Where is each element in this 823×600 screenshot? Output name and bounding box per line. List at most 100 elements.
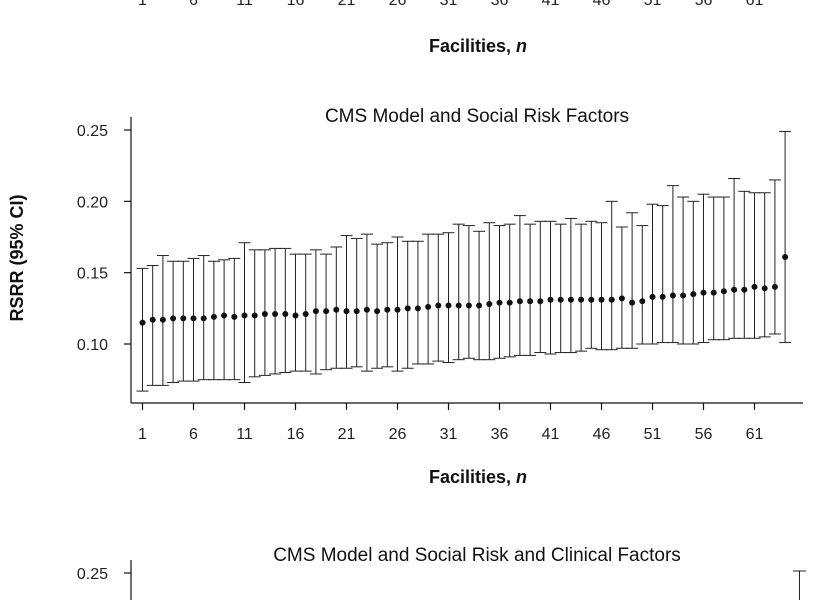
data-point: [139, 319, 146, 326]
data-point: [527, 298, 534, 305]
middle-panel: CMS Model and Social Risk Factors RSRR (…: [7, 106, 803, 487]
data-point: [374, 308, 381, 315]
data-point: [649, 293, 656, 300]
data-point: [690, 291, 697, 298]
data-point: [404, 305, 411, 312]
data-point: [557, 296, 564, 303]
data-point: [159, 316, 166, 323]
chart-title: CMS Model and Social Risk Factors: [325, 106, 629, 127]
y-ticks: 0.25 0.20 0.15 0.10: [77, 123, 131, 354]
data-point: [598, 296, 605, 303]
data-point: [567, 296, 574, 303]
data-point: [170, 315, 177, 322]
top-x-tick-labels: 1 6 11 16 21 26 31 36 41 46 51 56 61: [138, 0, 763, 9]
data-point: [588, 296, 595, 303]
data-point: [241, 312, 248, 319]
data-point: [149, 316, 156, 323]
x-axis-label-prefix: Facilities,: [429, 467, 516, 487]
data-point: [720, 288, 727, 295]
data-point: [710, 289, 717, 296]
data-point: [261, 311, 268, 318]
data-point: [680, 292, 687, 299]
data-point: [639, 298, 646, 305]
x-tick-label: 51: [644, 426, 662, 443]
data-point: [608, 296, 615, 303]
data-point: [516, 298, 523, 305]
data-point: [312, 308, 319, 315]
x-tick-label: 6: [189, 426, 198, 443]
x-tick-label: 26: [389, 426, 407, 443]
data-point: [659, 293, 666, 300]
data-point: [435, 302, 442, 309]
x-tick-label: 56: [695, 426, 713, 443]
data-point: [782, 253, 789, 260]
top-x-tick-label: 11: [236, 0, 253, 9]
x-tick-label: 41: [542, 426, 560, 443]
data-point: [578, 296, 585, 303]
data-point: [751, 283, 758, 290]
data-point: [506, 299, 513, 306]
data-point: [231, 313, 238, 320]
x-ticks: 1 6 11 16 21 26 31 36 41 46 51 56 61: [138, 403, 764, 443]
x-axis-label: Facilities, n: [429, 467, 527, 487]
data-point: [414, 305, 421, 312]
data-point: [272, 311, 279, 318]
y-axis-label: RSRR (95% CI): [7, 194, 27, 321]
bottom-y-tick-label: 0.25: [77, 566, 108, 583]
data-point: [251, 312, 258, 319]
top-x-tick-label: 1: [138, 0, 147, 9]
data-point: [486, 301, 493, 308]
data-point: [353, 308, 360, 315]
data-point: [761, 285, 768, 292]
bottom-chart-title: CMS Model and Social Risk and Clinical F…: [273, 545, 681, 566]
top-x-tick-label: 31: [440, 0, 458, 9]
x-axis-label-n: n: [516, 467, 527, 487]
data-point: [537, 298, 544, 305]
y-tick-label: 0.25: [77, 123, 108, 140]
top-x-axis-label-n: n: [516, 36, 527, 56]
top-x-tick-label: 41: [542, 0, 560, 9]
data-point: [343, 308, 350, 315]
top-x-tick-label: 61: [746, 0, 764, 9]
data-point: [731, 286, 738, 293]
data-point: [363, 306, 370, 313]
data-point: [425, 303, 432, 310]
x-tick-label: 36: [491, 426, 509, 443]
error-bar-marks: [136, 130, 792, 392]
data-point: [629, 299, 636, 306]
data-point: [292, 312, 299, 319]
y-tick-label: 0.15: [77, 266, 108, 283]
data-point: [221, 312, 228, 319]
data-point: [618, 295, 625, 302]
data-point: [384, 306, 391, 313]
top-x-tick-label: 51: [644, 0, 662, 9]
data-point: [302, 311, 309, 318]
data-point: [547, 296, 554, 303]
data-point: [190, 315, 197, 322]
x-tick-label: 61: [746, 426, 764, 443]
data-point: [496, 299, 503, 306]
top-x-axis-label-prefix: Facilities,: [429, 36, 516, 56]
x-tick-label: 1: [138, 426, 147, 443]
data-point: [771, 283, 778, 290]
data-point: [394, 306, 401, 313]
x-tick-label: 21: [338, 426, 356, 443]
data-point: [323, 308, 330, 315]
top-x-axis-label: Facilities, n: [429, 36, 527, 56]
data-point: [282, 311, 289, 318]
data-point: [700, 289, 707, 296]
top-x-tick-label: 16: [287, 0, 305, 9]
data-point: [200, 315, 207, 322]
data-point: [465, 302, 472, 309]
x-tick-label: 11: [236, 426, 253, 443]
data-point: [445, 302, 452, 309]
data-point: [210, 313, 217, 320]
x-tick-label: 31: [440, 426, 458, 443]
data-point: [476, 302, 483, 309]
top-x-tick-label: 56: [695, 0, 713, 9]
top-x-tick-label: 36: [491, 0, 509, 9]
y-tick-label: 0.10: [77, 337, 108, 354]
top-x-tick-label: 46: [593, 0, 611, 9]
bottom-panel: CMS Model and Social Risk and Clinical F…: [77, 545, 806, 600]
x-tick-label: 16: [287, 426, 305, 443]
